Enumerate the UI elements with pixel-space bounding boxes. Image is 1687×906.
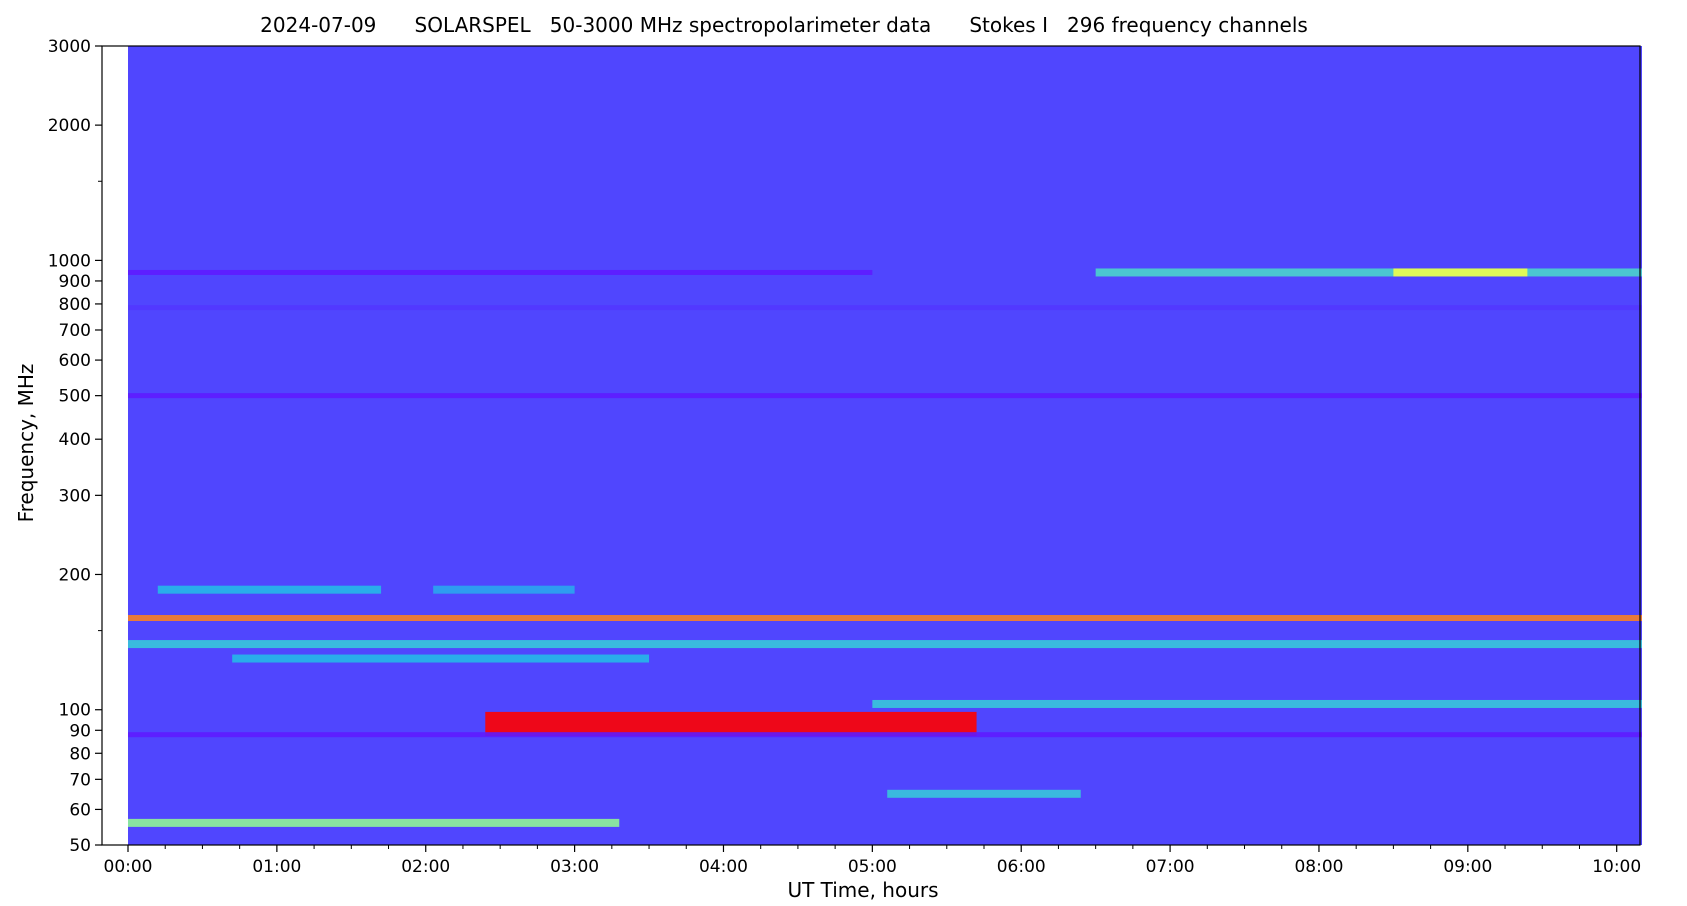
band-mark-13 — [887, 789, 1081, 798]
y-tick-label-6: 200 — [59, 565, 91, 585]
x-tick-label-5: 05:00 — [848, 857, 897, 877]
chart-title: 2024-07-09 SOLARSPEL 50-3000 MHz spectro… — [260, 13, 1308, 37]
y-tick-label-2: 70 — [69, 770, 91, 790]
band-mark-4 — [128, 393, 1642, 399]
y-tick-label-4: 90 — [69, 721, 91, 741]
y-axis-label: Frequency, MHz — [14, 364, 38, 523]
y-tick-label-16: 3000 — [48, 37, 91, 57]
x-tick-label-0: 00:00 — [104, 857, 153, 877]
x-tick-label-1: 01:00 — [252, 857, 301, 877]
y-tick-label-9: 500 — [59, 387, 91, 407]
band-mark-7 — [128, 615, 1642, 622]
y-tick-label-7: 300 — [59, 486, 91, 506]
x-axis: 00:00 01:00 02:00 03:00 04:00 05:00 06:00 07:00… — [104, 845, 1641, 877]
y-tick-label-8: 400 — [59, 430, 91, 450]
x-tick-label-3: 03:00 — [550, 857, 599, 877]
y-tick-label-5: 100 — [59, 701, 91, 721]
band-mark-12 — [128, 732, 1642, 738]
band-mark-14 — [128, 818, 620, 827]
x-tick-label-8: 08:00 — [1294, 857, 1343, 877]
y-tick-label-13: 900 — [59, 272, 91, 292]
band-mark-9 — [232, 654, 650, 663]
y-tick-label-14: 1000 — [48, 251, 91, 271]
band-mark-1 — [1095, 268, 1642, 277]
heatmap-marks — [128, 268, 1642, 827]
band-mark-11 — [485, 711, 977, 736]
band-mark-2 — [1393, 268, 1528, 277]
x-tick-label-2: 02:00 — [401, 857, 450, 877]
band-mark-3 — [128, 305, 1642, 311]
x-axis-label: UT Time, hours — [787, 878, 938, 902]
y-tick-label-1: 60 — [69, 800, 91, 820]
y-tick-label-3: 80 — [69, 744, 91, 764]
y-tick-label-11: 700 — [59, 321, 91, 341]
y-tick-label-15: 2000 — [48, 116, 91, 136]
x-tick-label-6: 06:00 — [997, 857, 1046, 877]
x-tick-label-10: 10:00 — [1592, 857, 1641, 877]
x-tick-label-9: 09:00 — [1443, 857, 1492, 877]
y-tick-label-12: 800 — [59, 295, 91, 315]
y-tick-label-0: 50 — [69, 836, 91, 856]
plot-area — [102, 46, 1642, 845]
plot-frame — [101, 45, 1641, 846]
band-mark-8 — [128, 640, 1642, 649]
y-tick-label-10: 600 — [59, 351, 91, 371]
heatmap-background — [128, 46, 1642, 845]
band-mark-5 — [157, 585, 382, 594]
band-mark-0 — [128, 269, 873, 275]
band-mark-6 — [433, 585, 575, 594]
x-tick-label-4: 04:00 — [699, 857, 748, 877]
band-mark-10 — [872, 699, 1642, 708]
x-tick-label-7: 07:00 — [1146, 857, 1195, 877]
